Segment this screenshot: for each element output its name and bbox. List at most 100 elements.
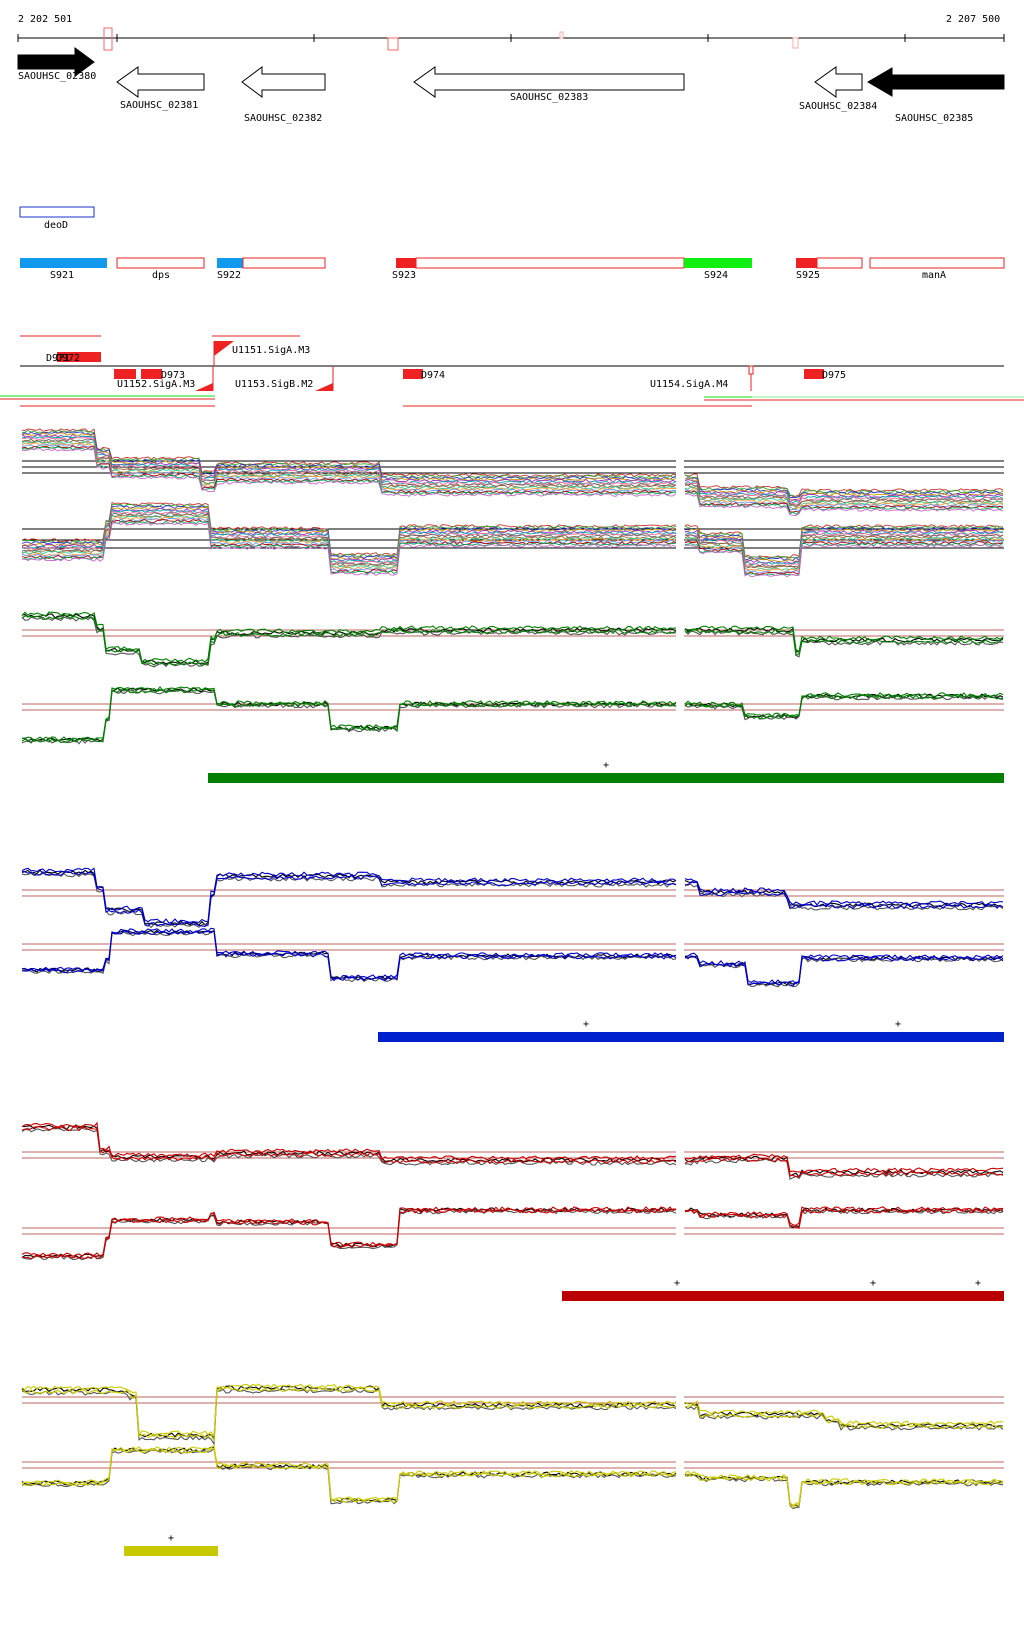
condition-profile-line [21,445,1004,513]
segment-S923[interactable]: S923 [392,257,685,281]
panel-profile-line [21,1206,1004,1258]
segment-manA[interactable]: manA [869,257,1005,281]
promoter-track: D971 D972 D973 U1151.SigA.M3 U1152.SigA.… [0,335,1024,407]
condition-profile-line [21,521,1004,578]
panel-profile-line [21,1383,1004,1438]
promoter-box[interactable] [804,369,824,379]
tss-flag[interactable] [195,383,213,391]
ruler-marker [387,37,399,51]
gene-arrow[interactable]: SAOUHSC_02381 [116,66,205,111]
panel-profile-line [21,1208,1004,1260]
gene-arrow[interactable]: SAOUHSC_02385 [867,67,1005,124]
gene-label: SAOUHSC_02383 [510,92,588,103]
gene-arrow-shape-left [413,66,685,98]
segment-S922[interactable]: S922 [217,257,326,281]
significance-bar[interactable] [208,773,1004,783]
segment-label: S922 [217,270,241,281]
segment-label: S924 [704,270,728,281]
significance-mark: + [603,760,609,771]
promoter-label-U1154: U1154.SigA.M4 [650,379,728,390]
tss-flag[interactable] [214,341,234,356]
segment-box [396,258,416,268]
condition-profile-line [21,503,1004,560]
panel-profile-line [21,615,1004,667]
panel-profile-line [21,871,1004,927]
significance-mark: + [895,1019,901,1030]
panel-profile-line [21,688,1004,744]
condition-profile-line [21,510,1004,567]
promoter-label-U1151: U1151.SigA.M3 [232,345,310,356]
promoter-box[interactable] [141,369,162,379]
promoter-box[interactable] [114,369,136,379]
ruler-end-label: 2 207 500 [946,14,1000,25]
panel-profile-line [21,687,1004,743]
panel-profile-line [21,1209,1004,1261]
condition-profile-line [21,443,1004,512]
panel-profile-line [21,929,1004,987]
segment-label: manA [922,270,946,281]
condition-profile-line [21,506,1004,562]
promoter-box[interactable] [57,352,101,362]
condition-profile-line [21,519,1004,575]
segment-S925[interactable]: S925 [796,257,863,281]
condition-profile-line [21,428,1004,497]
promoter-label-D972: D972 [56,353,80,364]
segment-S924[interactable]: S924 [684,258,752,281]
gene-arrow-shape-left [814,66,863,98]
promoter-box[interactable] [403,369,423,379]
gene-arrow[interactable]: SAOUHSC_02384 [799,66,877,112]
gene-track: SAOUHSC_02380 SAOUHSC_02381 SAOUHSC_0238… [17,47,1005,124]
segment-dps[interactable]: dps [116,257,205,281]
panel-profile-line [21,1125,1004,1178]
ruler-start-label: 2 202 501 [18,14,72,25]
panel-profile-line [21,1386,1004,1443]
gene-arrow[interactable]: SAOUHSC_02383 [413,66,685,103]
panel-profile-line [21,616,1004,668]
gene-label: SAOUHSC_02384 [799,101,877,112]
ruler-marker [103,27,113,51]
segment-box [217,258,243,268]
condition-panel-1: + [21,611,1004,783]
significance-bar[interactable] [378,1032,1004,1042]
significance-mark: + [583,1019,589,1030]
annotation-deoD[interactable]: deoD [19,206,95,231]
gene-label: SAOUHSC_02380 [18,71,96,82]
gene-arrow-shape-left [867,67,1005,97]
panel-profile-line [21,1207,1004,1259]
promoter-label-U1153: U1153.SigB.M2 [235,379,313,390]
gene-arrow-shape-left [241,66,326,98]
condition-profile-line [21,436,1004,505]
significance-bar[interactable] [562,1291,1004,1301]
segment-box [869,257,1005,269]
panel-profile-line [21,867,1004,924]
condition-profile-line [21,429,1004,499]
panel-profile-line [21,1385,1004,1440]
segment-label: S923 [392,270,416,281]
condition-profile-line [21,438,1004,506]
tss-flag[interactable] [315,383,333,391]
promoter-label-D973: D973 [161,370,185,381]
promoter-label-D975: D975 [822,370,846,381]
gene-arrow[interactable]: SAOUHSC_02382 [241,66,326,124]
segment-label: S921 [50,270,74,281]
segment-box [20,258,107,268]
segment-box [116,257,205,269]
condition-profile-line [21,516,1003,573]
segment-box [796,258,817,268]
panel-profile-line [21,1388,1004,1446]
gene-label: SAOUHSC_02382 [244,113,322,124]
panel-profile-line [21,927,1004,985]
gene-arrow[interactable]: SAOUHSC_02380 [17,47,96,82]
significance-mark: + [870,1278,876,1289]
significance-mark: + [168,1533,174,1544]
expression-overview-tracks [21,428,1004,578]
condition-panel-4: + [21,1383,1004,1556]
significance-bar[interactable] [124,1546,218,1556]
promoter-label-U1152: U1152.SigA.M3 [117,379,195,390]
segment-label: S925 [796,270,820,281]
significance-mark: + [674,1278,680,1289]
gene-label: SAOUHSC_02381 [120,100,198,111]
panel-profile-line [21,1447,1004,1510]
segment-S921[interactable]: S921 [20,258,107,281]
annotation-box [19,206,95,218]
